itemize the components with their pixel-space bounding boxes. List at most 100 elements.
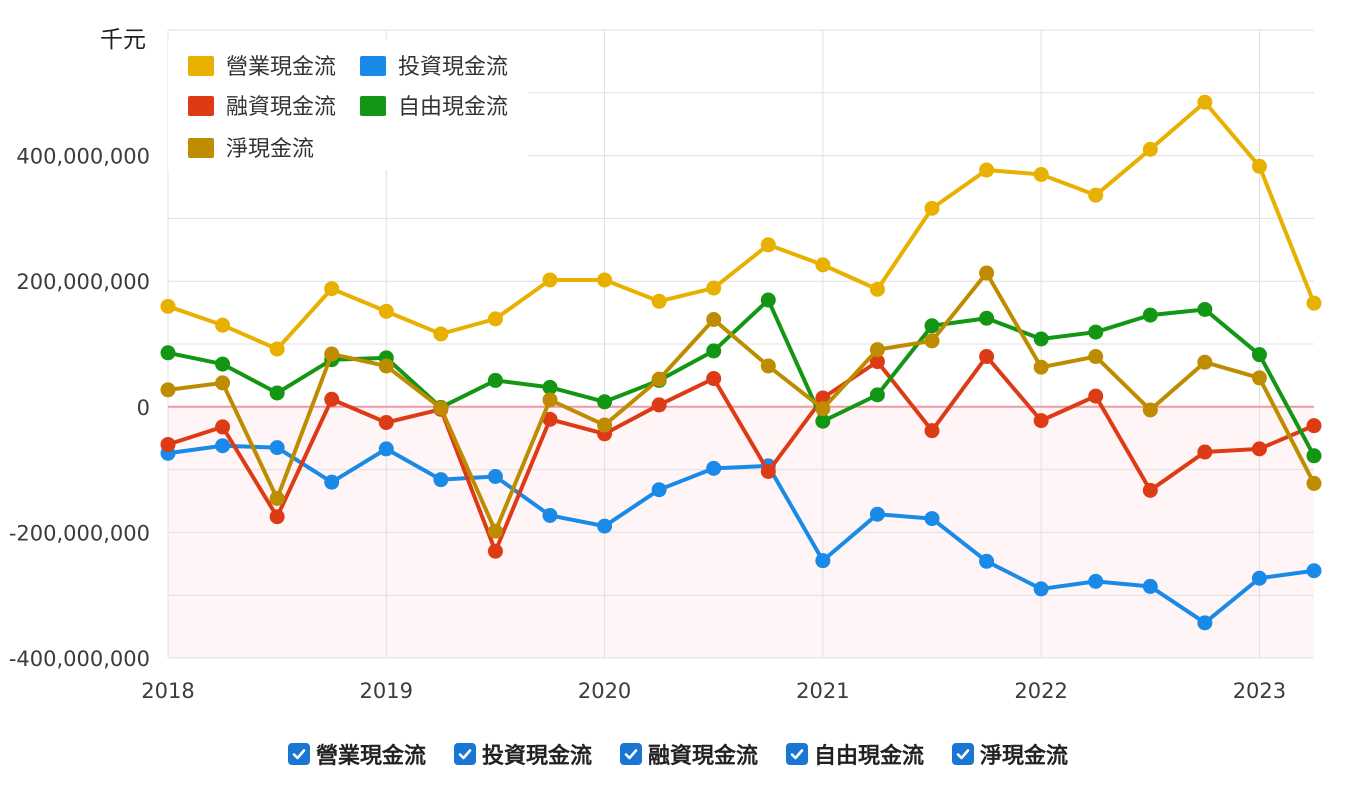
data-point[interactable] xyxy=(760,463,776,479)
data-point[interactable] xyxy=(378,358,394,374)
data-point[interactable] xyxy=(1088,187,1104,203)
data-point[interactable] xyxy=(760,237,776,253)
data-point[interactable] xyxy=(1142,578,1158,594)
data-point[interactable] xyxy=(979,349,995,365)
data-point[interactable] xyxy=(924,511,940,527)
data-point[interactable] xyxy=(1306,563,1322,579)
data-point[interactable] xyxy=(1306,418,1322,434)
data-point[interactable] xyxy=(487,543,503,559)
data-point[interactable] xyxy=(1088,324,1104,340)
data-point[interactable] xyxy=(1142,482,1158,498)
data-point[interactable] xyxy=(542,411,558,427)
data-point[interactable] xyxy=(706,343,722,359)
data-point[interactable] xyxy=(869,342,885,358)
data-point[interactable] xyxy=(433,326,449,342)
data-point[interactable] xyxy=(869,281,885,297)
data-point[interactable] xyxy=(324,391,340,407)
checkbox-checked-icon[interactable] xyxy=(453,743,476,765)
data-point[interactable] xyxy=(1033,166,1049,182)
data-point[interactable] xyxy=(597,518,613,534)
data-point[interactable] xyxy=(1197,444,1213,460)
data-point[interactable] xyxy=(269,341,285,357)
data-point[interactable] xyxy=(1306,448,1322,464)
data-point[interactable] xyxy=(378,441,394,457)
series-toggle[interactable]: 自由現金流 xyxy=(786,734,924,774)
data-point[interactable] xyxy=(979,553,995,569)
data-point[interactable] xyxy=(324,474,340,490)
data-point[interactable] xyxy=(924,200,940,216)
data-point[interactable] xyxy=(215,375,231,391)
data-point[interactable] xyxy=(869,387,885,403)
data-point[interactable] xyxy=(651,482,667,498)
data-point[interactable] xyxy=(869,506,885,522)
data-point[interactable] xyxy=(1142,402,1158,418)
data-point[interactable] xyxy=(815,413,831,429)
data-point[interactable] xyxy=(542,392,558,408)
data-point[interactable] xyxy=(160,298,176,314)
data-point[interactable] xyxy=(1251,158,1267,174)
data-point[interactable] xyxy=(487,372,503,388)
data-point[interactable] xyxy=(487,311,503,327)
data-point[interactable] xyxy=(651,371,667,387)
checkbox-checked-icon[interactable] xyxy=(619,743,642,765)
data-point[interactable] xyxy=(542,507,558,523)
data-point[interactable] xyxy=(1197,301,1213,317)
data-point[interactable] xyxy=(324,346,340,362)
data-point[interactable] xyxy=(1251,370,1267,386)
data-point[interactable] xyxy=(269,490,285,506)
series-toggle[interactable]: 營業現金流 xyxy=(287,734,426,774)
data-point[interactable] xyxy=(1033,581,1049,597)
data-point[interactable] xyxy=(487,523,503,539)
data-point[interactable] xyxy=(542,272,558,288)
data-point[interactable] xyxy=(1088,349,1104,365)
checkbox-checked-icon[interactable] xyxy=(952,743,975,765)
data-point[interactable] xyxy=(979,310,995,326)
data-point[interactable] xyxy=(1197,615,1213,631)
data-point[interactable] xyxy=(269,385,285,401)
data-point[interactable] xyxy=(160,345,176,361)
data-point[interactable] xyxy=(597,272,613,288)
data-point[interactable] xyxy=(706,312,722,328)
data-point[interactable] xyxy=(1306,295,1322,311)
data-point[interactable] xyxy=(215,438,231,454)
checkbox-checked-icon[interactable] xyxy=(786,743,808,765)
data-point[interactable] xyxy=(1251,570,1267,586)
data-point[interactable] xyxy=(542,379,558,395)
data-point[interactable] xyxy=(1251,441,1267,457)
data-point[interactable] xyxy=(1197,354,1213,370)
data-point[interactable] xyxy=(815,401,831,417)
data-point[interactable] xyxy=(378,303,394,319)
data-point[interactable] xyxy=(924,333,940,349)
data-point[interactable] xyxy=(706,460,722,476)
data-point[interactable] xyxy=(924,318,940,334)
data-point[interactable] xyxy=(1251,347,1267,363)
data-point[interactable] xyxy=(979,265,995,281)
data-point[interactable] xyxy=(869,354,885,370)
data-point[interactable] xyxy=(651,293,667,309)
data-point[interactable] xyxy=(1033,359,1049,375)
data-point[interactable] xyxy=(597,394,613,410)
data-point[interactable] xyxy=(433,472,449,488)
data-point[interactable] xyxy=(1033,331,1049,347)
data-point[interactable] xyxy=(215,356,231,372)
data-point[interactable] xyxy=(160,382,176,398)
data-point[interactable] xyxy=(815,257,831,273)
series-toggle[interactable]: 投資現金流 xyxy=(453,734,592,774)
data-point[interactable] xyxy=(1088,573,1104,589)
checkbox-checked-icon[interactable] xyxy=(287,743,310,765)
data-point[interactable] xyxy=(269,440,285,456)
data-point[interactable] xyxy=(1088,388,1104,404)
data-point[interactable] xyxy=(1306,475,1322,491)
data-point[interactable] xyxy=(651,397,667,413)
data-point[interactable] xyxy=(1033,413,1049,429)
data-point[interactable] xyxy=(215,419,231,435)
data-point[interactable] xyxy=(433,400,449,416)
data-point[interactable] xyxy=(269,509,285,525)
series-toggle[interactable]: 淨現金流 xyxy=(952,734,1068,774)
data-point[interactable] xyxy=(706,280,722,296)
data-point[interactable] xyxy=(487,469,503,485)
data-point[interactable] xyxy=(160,436,176,452)
data-point[interactable] xyxy=(324,281,340,297)
data-point[interactable] xyxy=(597,417,613,433)
data-point[interactable] xyxy=(924,423,940,439)
